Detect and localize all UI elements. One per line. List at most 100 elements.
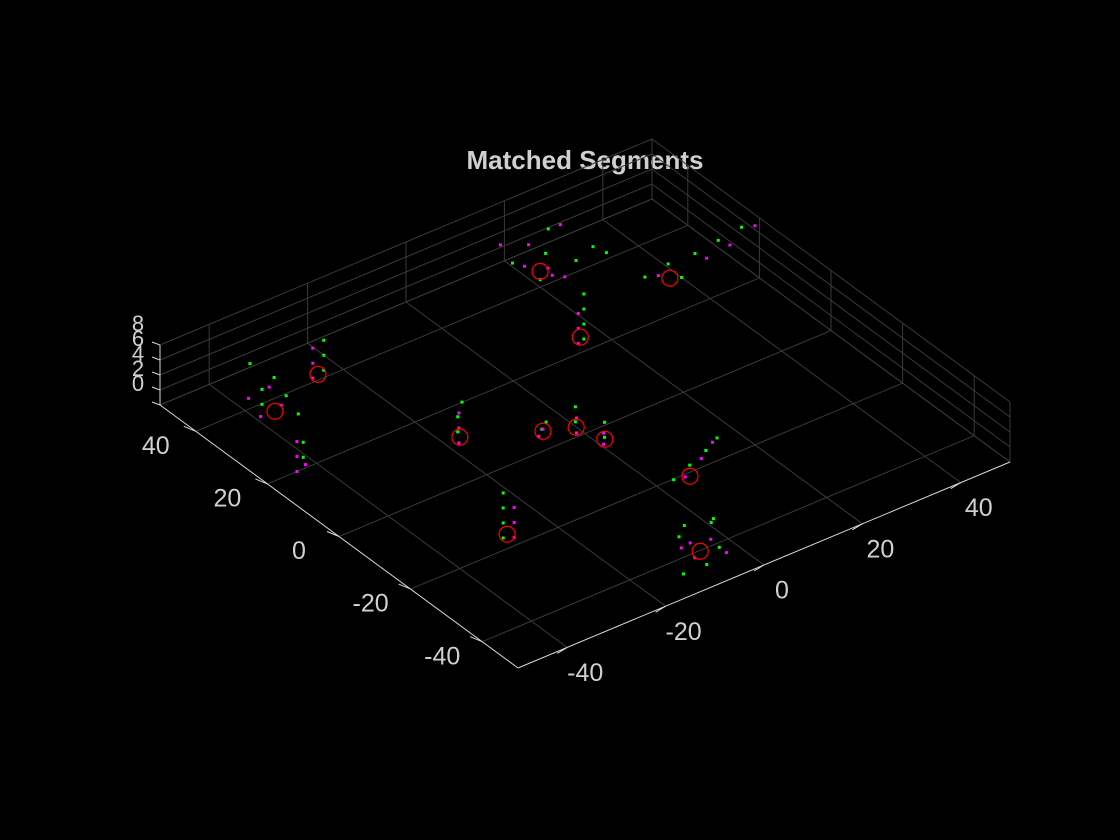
point: [501, 536, 505, 540]
point: [457, 441, 461, 445]
point: [716, 238, 720, 242]
point: [322, 338, 326, 342]
x-tick-label: -20: [666, 618, 702, 646]
point: [541, 427, 545, 431]
y-tick-label: -40: [424, 642, 460, 670]
centroid-marker: [531, 262, 549, 280]
x-tick-label: 40: [965, 494, 993, 522]
x-tick-label: 20: [866, 535, 894, 563]
z-tick: [151, 356, 161, 361]
grid-line: [159, 183, 653, 391]
z-tick: [151, 386, 161, 391]
point: [575, 416, 578, 420]
centroid-marker: [661, 269, 679, 287]
centroid-marker: [266, 402, 284, 420]
point: [295, 440, 299, 444]
point: [602, 431, 606, 435]
point: [740, 225, 743, 229]
point: [603, 420, 607, 424]
point: [456, 415, 460, 419]
x-tick-label: -40: [567, 659, 603, 687]
point: [582, 337, 586, 341]
y-tick: [183, 425, 196, 432]
grid-line: [410, 382, 903, 590]
x-tick-label: 0: [775, 577, 789, 605]
centroid-marker: [498, 525, 516, 543]
point: [457, 426, 461, 430]
point: [575, 431, 578, 435]
point: [711, 440, 715, 444]
grid-line: [482, 435, 975, 643]
point: [699, 457, 703, 461]
point: [544, 251, 548, 255]
point: [512, 505, 516, 509]
point: [311, 346, 315, 350]
point: [457, 411, 461, 415]
grid-line: [651, 138, 1011, 403]
point: [603, 435, 607, 439]
point: [705, 563, 709, 567]
point: [711, 517, 715, 521]
y-tick-label: 20: [213, 485, 241, 513]
point: [682, 524, 686, 528]
grid-line: [159, 153, 653, 361]
y-tick-label: -20: [353, 590, 389, 618]
point: [576, 326, 580, 330]
point: [456, 430, 460, 434]
chart-title: Matched Segments: [467, 145, 704, 175]
grid-line: [159, 138, 653, 346]
point: [683, 475, 687, 479]
point: [666, 262, 670, 266]
point: [582, 322, 586, 326]
point: [311, 376, 315, 380]
point: [582, 307, 586, 311]
centroid-marker: [309, 365, 327, 383]
point: [460, 400, 464, 404]
point: [563, 275, 567, 279]
centroid-marker: [691, 542, 709, 560]
point: [715, 436, 719, 440]
z-tick-label: 6: [132, 326, 144, 351]
point: [537, 434, 541, 438]
point: [550, 273, 554, 277]
point: [677, 535, 681, 539]
point: [295, 455, 299, 459]
y-tick-label: 0: [292, 537, 306, 565]
point: [296, 412, 300, 416]
z-tick-label: 4: [132, 341, 144, 366]
point: [753, 224, 757, 228]
point: [643, 275, 647, 279]
point: [523, 264, 527, 268]
point: [301, 440, 305, 444]
point: [558, 223, 562, 227]
point: [272, 376, 276, 380]
point: [311, 361, 315, 365]
point: [260, 402, 264, 406]
point: [303, 463, 307, 467]
y-tick: [255, 478, 268, 485]
point: [267, 385, 271, 389]
point: [279, 403, 283, 407]
z-tick-label: 0: [132, 371, 144, 396]
point: [501, 521, 505, 525]
grid-line: [338, 330, 832, 537]
x-tick: [753, 564, 765, 572]
point: [591, 245, 595, 249]
grid-line: [195, 224, 688, 432]
point: [546, 227, 550, 231]
z-tick: [151, 401, 161, 406]
point: [501, 491, 505, 495]
grid-line: [159, 198, 653, 406]
point: [322, 368, 326, 372]
grid-line: [651, 153, 1011, 418]
point: [259, 415, 263, 419]
x-tick: [852, 523, 863, 531]
point: [709, 521, 713, 525]
point: [322, 353, 326, 357]
centroid-marker: [596, 430, 614, 448]
point: [717, 545, 721, 549]
point: [260, 387, 264, 391]
point: [512, 520, 516, 524]
